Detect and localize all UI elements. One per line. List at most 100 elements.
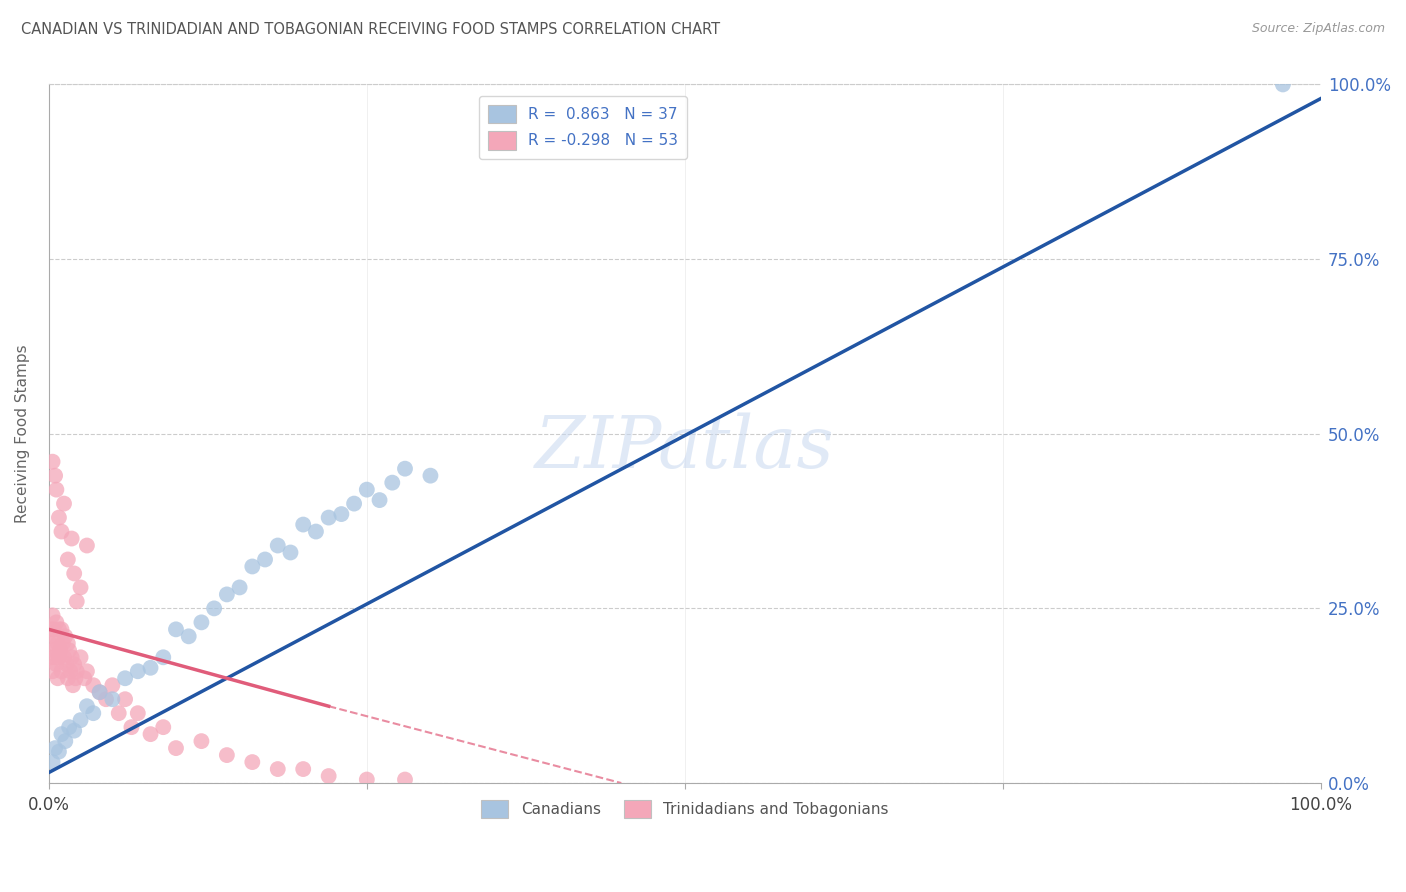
Point (139, 727, 162, 741)
Point (69, 713, 91, 727)
Point (41, 665, 63, 679)
Point (53, 734, 76, 748)
Point (240, 755, 263, 769)
Point (41, 755, 63, 769)
Point (48, 650, 70, 665)
Point (48, 510, 70, 524)
Point (152, 720, 174, 734)
Point (76, 699, 98, 714)
Point (165, 623, 187, 637)
Point (165, 741, 187, 756)
Point (53, 497, 76, 511)
Point (63, 723, 86, 738)
Point (89, 685, 111, 699)
Point (58, 720, 80, 734)
Point (46, 636, 69, 650)
Point (368, 493, 391, 508)
Point (280, 545, 302, 559)
Point (127, 665, 149, 679)
Point (1271, 78, 1294, 92)
Point (42, 623, 65, 637)
Point (56, 671, 79, 685)
Point (76, 539, 98, 553)
Point (39, 636, 62, 650)
Point (292, 762, 315, 776)
Point (318, 769, 340, 783)
Point (394, 461, 416, 475)
Point (39, 650, 62, 665)
Point (101, 692, 124, 706)
Point (177, 629, 200, 643)
Point (101, 678, 124, 692)
Point (114, 692, 136, 706)
Point (66, 665, 89, 679)
Point (58, 643, 80, 657)
Point (51, 727, 73, 741)
Point (44, 629, 66, 643)
Point (62, 678, 84, 692)
Point (94, 692, 117, 706)
Point (127, 706, 149, 721)
Point (66, 594, 89, 608)
Point (45, 483, 67, 497)
Point (63, 566, 86, 581)
Point (42, 643, 65, 657)
Point (69, 581, 91, 595)
Legend: Canadians, Trinidadians and Tobagonians: Canadians, Trinidadians and Tobagonians (475, 794, 896, 824)
Point (73, 671, 96, 685)
Point (55, 657, 77, 672)
Point (318, 510, 340, 524)
Point (394, 772, 416, 787)
Point (51, 665, 73, 679)
Point (60, 650, 83, 665)
Point (39, 623, 62, 637)
Point (45, 615, 67, 630)
Point (44, 650, 66, 665)
Point (49, 643, 72, 657)
Point (120, 720, 142, 734)
Point (292, 517, 315, 532)
Point (107, 706, 129, 721)
Point (63, 657, 86, 672)
Point (89, 685, 111, 699)
Point (202, 601, 225, 615)
Point (215, 587, 238, 601)
Point (69, 650, 91, 665)
Point (56, 552, 79, 566)
Point (56, 636, 79, 650)
Point (44, 741, 66, 756)
Point (152, 650, 174, 665)
Point (356, 483, 378, 497)
Point (41, 455, 63, 469)
Point (82, 706, 104, 721)
Point (82, 678, 104, 692)
Point (60, 532, 83, 546)
Point (215, 748, 238, 763)
Text: CANADIAN VS TRINIDADIAN AND TOBAGONIAN RECEIVING FOOD STAMPS CORRELATION CHART: CANADIAN VS TRINIDADIAN AND TOBAGONIAN R… (21, 22, 720, 37)
Point (305, 524, 328, 539)
Point (343, 497, 366, 511)
Point (53, 650, 76, 665)
Point (381, 475, 404, 490)
Point (114, 671, 136, 685)
Point (267, 762, 290, 776)
Point (59, 665, 82, 679)
Point (44, 468, 66, 483)
Point (48, 745, 70, 759)
Point (356, 772, 378, 787)
Point (51, 524, 73, 539)
Point (46, 671, 69, 685)
Point (52, 636, 75, 650)
Text: ZIPatlas: ZIPatlas (536, 412, 835, 483)
Point (65, 671, 87, 685)
Y-axis label: Receiving Food Stamps: Receiving Food Stamps (15, 344, 30, 523)
Point (139, 661, 162, 675)
Point (41, 608, 63, 623)
Point (254, 552, 277, 566)
Point (190, 734, 212, 748)
Point (48, 623, 70, 637)
Point (45, 657, 67, 672)
Point (76, 665, 98, 679)
Point (53, 629, 76, 643)
Point (330, 507, 353, 521)
